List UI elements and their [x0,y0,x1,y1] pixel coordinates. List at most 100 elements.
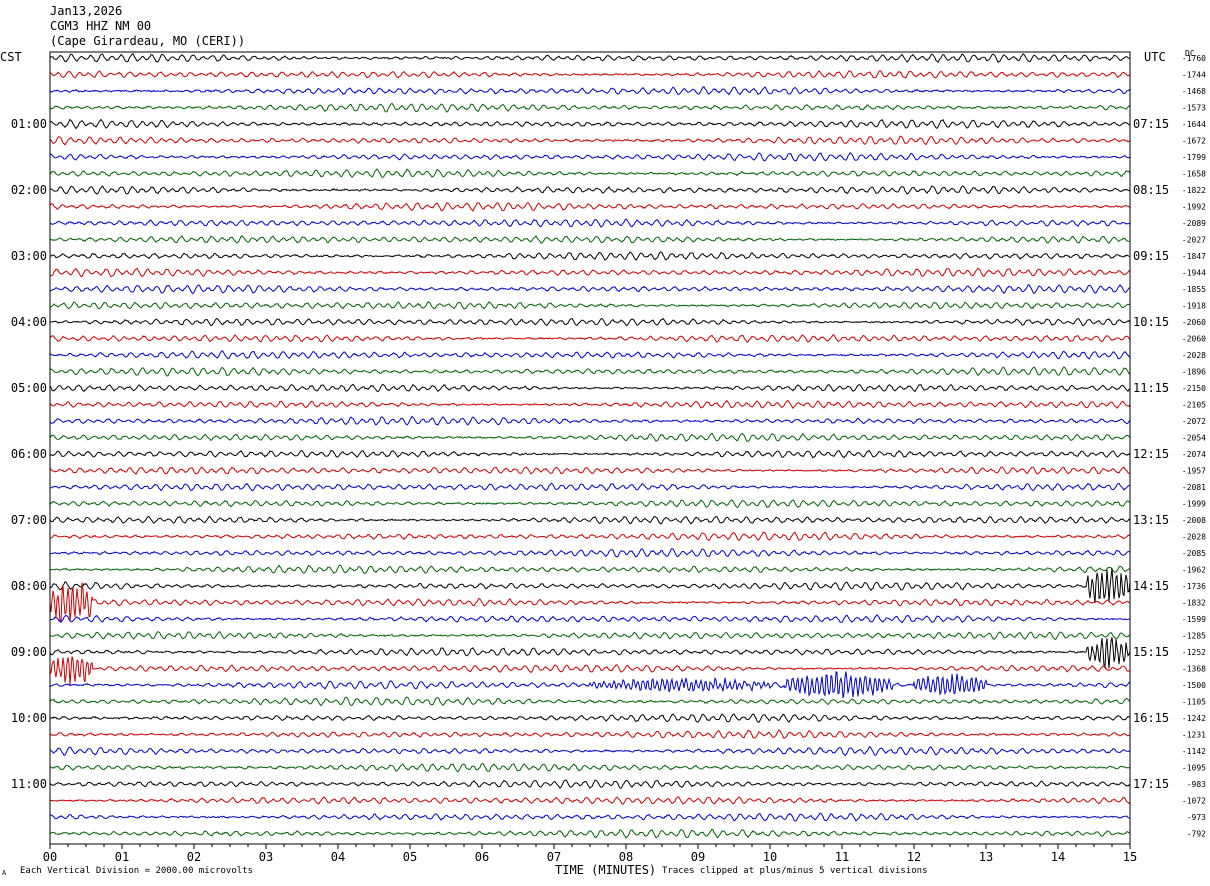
trace-row-14 [50,284,1131,295]
dc-offset-label: -1999 [1182,500,1206,509]
cst-hour-label: 08:00 [11,579,47,593]
utc-hour-label: 12:15 [1133,447,1169,461]
trace-row-11 [49,235,1131,244]
dc-offset-label: -983 [1187,780,1206,789]
x-tick-label: 11 [835,850,849,864]
cst-hour-label: 04:00 [11,315,47,329]
trace-row-9 [49,202,1131,212]
cst-labels: 01:00 02:00 03:00 04:00 05:00 06:00 07:00 08:00… [11,117,47,791]
dc-offset-label: -1744 [1182,71,1206,80]
utc-hour-label: 15:15 [1133,645,1169,659]
x-tick-label: 06 [475,850,489,864]
trace-row-39 [49,696,1131,707]
cst-hour-label: 10:00 [11,711,47,725]
dc-labels: -1760 -1744 -1468 -1573 -1644 -1672 -1799 -1658… [1182,54,1206,839]
dc-offset-label: -1285 [1182,632,1206,641]
utc-hour-label: 08:15 [1133,183,1169,197]
right-axis-title: UTC [1144,50,1166,64]
dc-offset-label: -1672 [1182,137,1206,146]
left-axis-title: CST [0,50,22,64]
trace-row-5 [49,135,1131,146]
trace-row-21 [49,399,1131,410]
trace-row-47 [49,828,1131,839]
plot-frame [49,51,1131,845]
dc-offset-label: -1573 [1182,104,1206,113]
x-axis: 00 01 02 03 04 05 06 07 08 09 10 11 12 13 14 15 [43,844,1137,864]
x-tick-label: 02 [187,850,201,864]
dc-offset-label: -1231 [1182,731,1206,740]
dc-offset-label: -1944 [1182,269,1206,278]
utc-hour-label: 16:15 [1133,711,1169,725]
trace-row-33 [49,582,1131,623]
trace-row-42 [49,746,1131,757]
dc-offset-label: -792 [1187,830,1206,839]
dc-offset-label: -1992 [1182,203,1206,212]
dc-column-title: DC [1185,49,1195,58]
trace-row-8 [49,185,1131,195]
x-tick-label: 07 [547,850,561,864]
utc-hour-label: 13:15 [1133,513,1169,527]
x-tick-label: 15 [1123,850,1137,864]
dc-offset-label: -2074 [1182,450,1206,459]
cst-hour-label: 02:00 [11,183,47,197]
x-tick-label: 03 [259,850,273,864]
trace-row-2 [49,86,1131,96]
dc-offset-label: -2072 [1182,417,1206,426]
trace-row-24 [49,449,1131,459]
trace-row-3 [49,102,1131,113]
trace-row-25 [49,466,1131,475]
trace-row-7 [49,168,1131,178]
dc-offset-label: -1142 [1182,747,1206,756]
x-tick-label: 10 [763,850,777,864]
trace-row-16 [50,317,1131,327]
trace-row-34 [49,614,1131,624]
cst-hour-label: 06:00 [11,447,47,461]
x-axis-title: TIME (MINUTES) [555,863,657,877]
cst-hour-label: 05:00 [11,381,47,395]
dc-offset-label: -1847 [1182,252,1206,261]
dc-offset-label: -1500 [1182,681,1206,690]
dc-offset-label: -2060 [1182,318,1206,327]
trace-row-27 [49,499,1131,508]
dc-offset-label: -1095 [1182,764,1206,773]
dc-offset-label: -2089 [1182,219,1206,228]
trace-row-37 [49,656,1131,686]
trace-row-35 [49,631,1131,641]
dc-offset-label: -2054 [1182,434,1206,443]
trace-row-28 [49,515,1131,525]
trace-row-13 [49,267,1131,278]
trace-row-26 [49,482,1130,492]
cst-hour-label: 01:00 [11,117,47,131]
trace-group [49,53,1131,839]
header-location: (Cape Girardeau, MO (CERI)) [50,34,246,48]
trace-row-18 [49,350,1131,360]
dc-offset-label: -1822 [1182,186,1206,195]
trace-row-23 [49,432,1131,442]
trace-row-45 [49,796,1131,805]
utc-hour-label: 14:15 [1133,579,1169,593]
header-station: CGM3 HHZ NM 00 [50,19,152,33]
x-tick-label: 14 [1051,850,1065,864]
dc-offset-label: -2150 [1182,384,1206,393]
x-tick-label: 04 [331,850,345,864]
dc-offset-label: -1832 [1182,599,1206,608]
clip-note: Traces clipped at plus/minus 5 vertical … [662,866,928,876]
dc-offset-label: -1644 [1182,120,1206,129]
dc-offset-label: -1468 [1182,87,1206,96]
trace-row-20 [49,383,1131,393]
trace-row-46 [49,812,1131,822]
dc-offset-label: -1957 [1182,467,1206,476]
trace-row-44 [49,779,1131,790]
trace-row-29 [49,531,1131,542]
trace-row-31 [49,564,1131,575]
dc-offset-label: -2085 [1182,549,1206,558]
dc-offset-label: -1918 [1182,302,1206,311]
dc-offset-label: -973 [1187,813,1206,822]
dc-offset-label: -2081 [1182,483,1206,492]
utc-hour-label: 07:15 [1133,117,1169,131]
dc-offset-label: -2105 [1182,401,1206,410]
trace-row-41 [49,729,1131,740]
trace-row-32 [49,568,1131,603]
dc-offset-label: -2028 [1182,351,1206,360]
